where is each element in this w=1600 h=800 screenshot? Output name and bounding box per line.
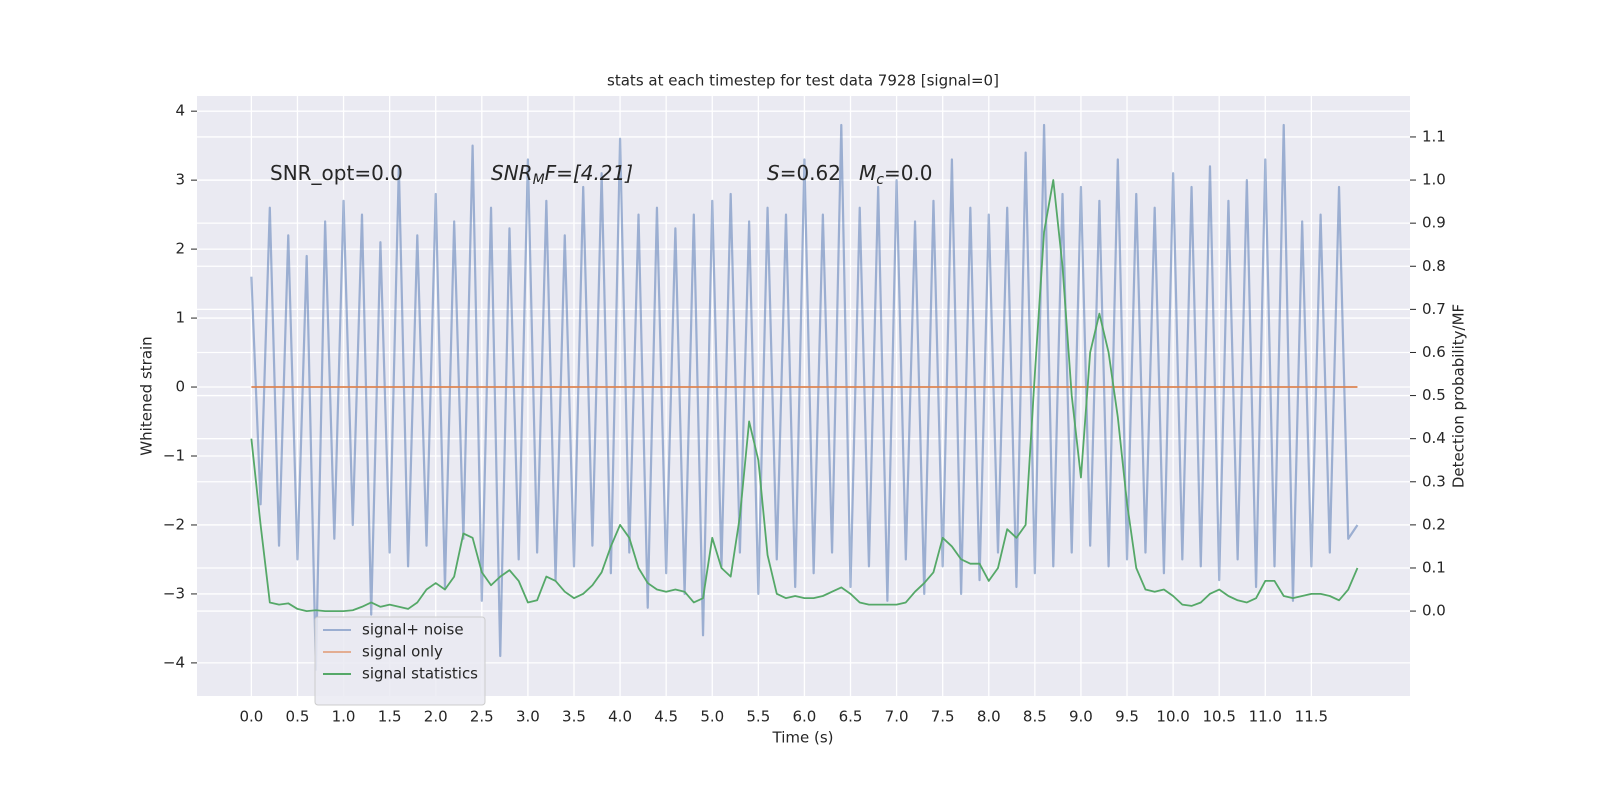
x-tick-label: 11.5 [1295, 708, 1328, 726]
y-tick-label: −4 [163, 653, 185, 671]
annotation-text: SNR [491, 161, 533, 185]
annotation: SNRMF=[4.21] [491, 161, 633, 189]
annotation-text: =0.62 [780, 161, 841, 185]
annotation: S=0.62 [767, 161, 841, 185]
x-tick-label: 11.0 [1249, 708, 1282, 726]
annotation: Mc=0.0 [859, 161, 933, 189]
x-tick-label: 1.5 [378, 708, 402, 726]
x-tick-label: 10.0 [1156, 708, 1189, 726]
legend-label: signal only [362, 643, 443, 661]
annotation-text: =0.0 [884, 161, 933, 185]
x-tick-label: 2.5 [470, 708, 494, 726]
x-tick-label: 3.0 [516, 708, 540, 726]
annotation-text: S [767, 161, 780, 185]
x-tick-label: 8.5 [1023, 708, 1047, 726]
y-tick-label: 0 [175, 378, 185, 396]
y2-tick-label: 0.7 [1422, 300, 1446, 318]
x-tick-label: 3.5 [562, 708, 586, 726]
y-tick-label: −1 [163, 447, 185, 465]
x-tick-label: 10.5 [1202, 708, 1235, 726]
legend-label: signal+ noise [362, 621, 464, 639]
annotation-text: M [859, 161, 876, 185]
x-tick-label: 4.5 [654, 708, 678, 726]
y2-tick-label: 0.9 [1422, 214, 1446, 232]
y2-tick-label: 0.6 [1422, 343, 1446, 361]
y-tick-label: 1 [175, 309, 185, 327]
x-tick-label: 6.0 [792, 708, 816, 726]
y-tick-label: −2 [163, 515, 185, 533]
y2-tick-label: 0.5 [1422, 386, 1446, 404]
y-tick-label: 3 [175, 171, 185, 189]
y-tick-label: 2 [175, 240, 185, 258]
x-tick-label: 5.5 [746, 708, 770, 726]
axes: 0.0 0.5 1.0 1.5 2.0 2.5 3.0 3.5 4.0 4.5 5.0 5.5 6.0 6… [163, 102, 1446, 726]
annotation-subscript: M [533, 172, 545, 188]
annotation-text: SNR_opt=0.0 [270, 161, 403, 185]
x-tick-label: 9.5 [1115, 708, 1139, 726]
y2-tick-label: 1.0 [1422, 171, 1446, 189]
x-tick-label: 8.0 [977, 708, 1001, 726]
legend-box [314, 616, 486, 706]
y2-tick-label: 1.1 [1422, 127, 1446, 145]
x-tick-label: 1.0 [332, 708, 356, 726]
y-tick-label: −3 [163, 584, 185, 602]
x-tick-label: 9.0 [1069, 708, 1093, 726]
chart-title: stats at each timestep for test data 792… [607, 72, 999, 90]
marks [250, 123, 1359, 671]
annotation: SNR_opt=0.0 [270, 161, 403, 185]
y2-tick-label: 0.3 [1422, 472, 1446, 490]
series-line [250, 179, 1359, 612]
x-axis-label: Time (s) [772, 729, 834, 747]
x-tick-label: 4.0 [608, 708, 632, 726]
y2-tick-label: 0.2 [1422, 515, 1446, 533]
x-tick-label: 0.5 [286, 708, 310, 726]
y2-tick-label: 0.0 [1422, 602, 1446, 620]
x-tick-label: 0.0 [239, 708, 263, 726]
x-tick-label: 2.0 [424, 708, 448, 726]
x-tick-label: 7.0 [885, 708, 909, 726]
y2-tick-label: 0.4 [1422, 429, 1446, 447]
y-tick-label: 4 [175, 102, 185, 120]
series-line [250, 123, 1359, 671]
x-tick-label: 7.5 [931, 708, 955, 726]
y-axis-label: Whitened strain [138, 336, 156, 455]
x-tick-label: 5.0 [700, 708, 724, 726]
annotation-subscript: c [876, 172, 884, 188]
annotation-text: F=[4.21] [545, 161, 633, 185]
legend: signal+ noise signal only signal statistic… [314, 616, 486, 706]
x-tick-label: 6.5 [839, 708, 863, 726]
y2-tick-label: 0.8 [1422, 257, 1446, 275]
y2-tick-label: 0.1 [1422, 558, 1446, 576]
legend-label: signal statistics [362, 665, 478, 683]
y2-axis-label: Detection probability/MF [1450, 304, 1468, 488]
